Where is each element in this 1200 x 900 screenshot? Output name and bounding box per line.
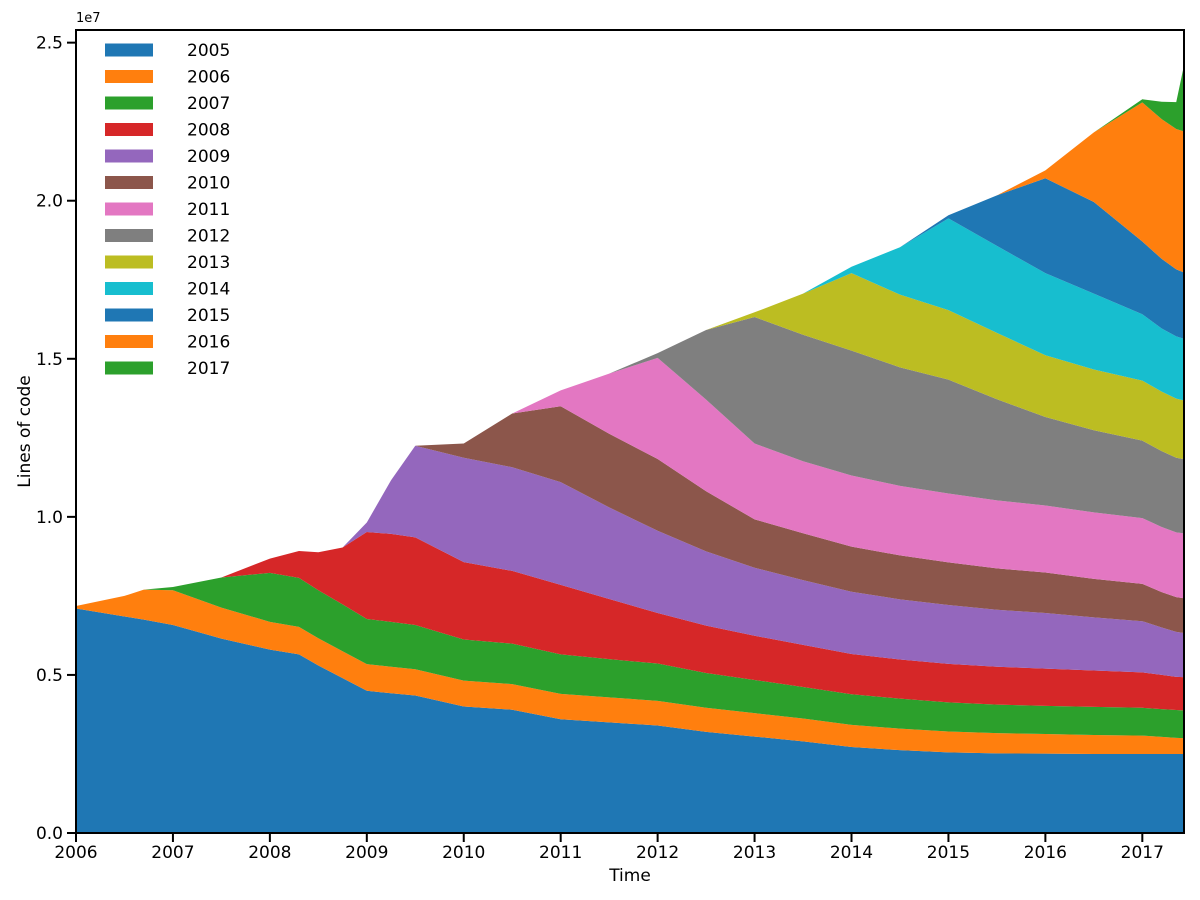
x-tick-label: 2016	[1024, 843, 1067, 863]
area-2015	[76, 178, 1184, 607]
x-tick-label: 2013	[733, 843, 776, 863]
legend-swatch-2009	[105, 149, 153, 163]
legend-item: 2016	[105, 333, 230, 353]
legend-item: 2015	[105, 306, 230, 326]
legend-swatch-2014	[105, 282, 153, 295]
legend-swatch-2012	[105, 229, 153, 242]
x-tick-label: 2011	[539, 843, 582, 863]
legend-label: 2007	[187, 94, 230, 114]
legend-label: 2006	[187, 68, 230, 88]
area-2016	[76, 102, 1184, 607]
legend-item: 2012	[105, 227, 230, 247]
legend-label: 2010	[187, 174, 230, 194]
area-2013	[76, 273, 1184, 607]
legend-label: 2017	[187, 359, 230, 379]
y-tick-label: 0.0	[36, 824, 63, 844]
y-tick-label: 2.0	[36, 192, 63, 212]
legend-item: 2017	[105, 359, 230, 379]
legend-item: 2011	[105, 200, 230, 220]
x-tick-label: 2014	[830, 843, 873, 863]
area-2005	[76, 608, 1184, 833]
area-2009	[76, 445, 1184, 678]
legend-swatch-2015	[105, 308, 153, 322]
y-axis: 0.0 0.5 1.0 1.5 2.0 2.5	[36, 34, 75, 844]
legend-label: 2013	[187, 253, 230, 273]
area-2008	[76, 532, 1184, 711]
legend-label: 2008	[187, 121, 230, 141]
legend-label: 2009	[187, 147, 230, 167]
legend-item: 2008	[105, 121, 230, 141]
x-axis-label: Time	[608, 866, 651, 886]
legend-label: 2011	[187, 200, 230, 220]
legend-swatch-2010	[105, 176, 153, 189]
area-2012	[76, 317, 1184, 607]
y-axis-label: Lines of code	[15, 375, 35, 487]
legend-label: 2005	[187, 41, 230, 61]
area-2006	[76, 589, 1184, 754]
legend-item: 2006	[105, 68, 230, 88]
x-tick-label: 2006	[54, 843, 97, 863]
x-tick-label: 2010	[442, 843, 485, 863]
area-2011	[76, 357, 1184, 607]
x-tick-label: 2012	[636, 843, 679, 863]
y-axis-offset-text: 1e7	[76, 11, 101, 26]
area-2007	[76, 572, 1184, 739]
areas-group	[76, 69, 1184, 833]
legend-swatch-2011	[105, 202, 153, 216]
legend-item: 2009	[105, 147, 230, 167]
legend-label: 2016	[187, 333, 230, 353]
x-tick-label: 2017	[1121, 843, 1164, 863]
y-tick-label: 1.0	[36, 508, 63, 528]
legend-label: 2012	[187, 227, 230, 247]
y-tick-label: 0.5	[36, 666, 63, 686]
legend-swatch-2008	[105, 123, 153, 136]
y-tick-label: 2.5	[36, 34, 63, 54]
legend-item: 2007	[105, 94, 230, 114]
x-tick-label: 2007	[151, 843, 194, 863]
y-tick-label: 1.5	[36, 350, 63, 370]
legend-swatch-2013	[105, 255, 153, 269]
legend-swatch-2007	[105, 96, 153, 110]
legend-item: 2005	[105, 41, 230, 61]
legend-swatch-2005	[105, 43, 153, 57]
x-tick-label: 2015	[927, 843, 970, 863]
x-tick-label: 2008	[248, 843, 291, 863]
axes-frame	[75, 29, 1185, 834]
legend-item: 2013	[105, 253, 230, 273]
legend-swatch-2017	[105, 361, 153, 375]
legend-label: 2015	[187, 306, 230, 326]
x-axis: 2006 2007 2008 2009 2010 2011 2012 2013 2014 2015…	[54, 834, 1164, 863]
legend-label: 2014	[187, 280, 230, 300]
legend-item: 2010	[105, 174, 230, 194]
x-tick-label: 2009	[345, 843, 388, 863]
legend-swatch-2006	[105, 70, 153, 83]
legend-item: 2014	[105, 280, 230, 300]
legend-swatch-2016	[105, 335, 153, 348]
area-2010	[76, 406, 1184, 633]
legend: 2005 2006 2007 2008 2009 2010 2011 2012 2013 2014…	[105, 41, 230, 379]
